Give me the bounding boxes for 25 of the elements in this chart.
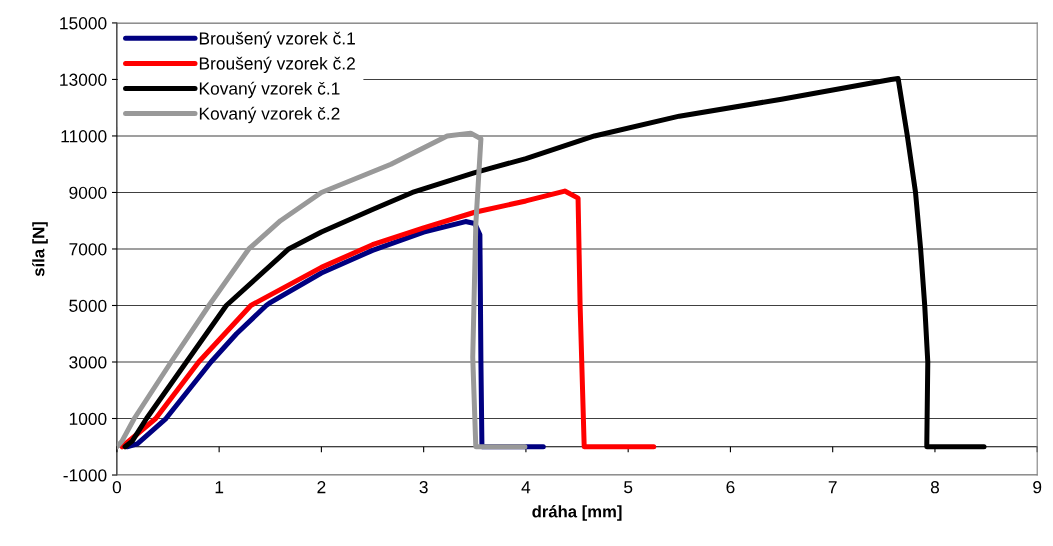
legend-label: Kovaný vzorek č.1 [199,81,340,99]
y-tick-label: 3000 [69,356,107,369]
y-tick-label: 11000 [61,130,107,143]
legend-label: Kovaný vzorek č.2 [199,106,340,124]
x-tick-label: 6 [726,481,735,494]
x-tick-label: 7 [828,481,837,494]
x-tick-label: 4 [521,481,531,494]
x-tick-label: 3 [419,481,428,494]
y-tick-label: 13000 [60,73,107,86]
y-tick-label: 5000 [69,299,107,312]
x-tick-label: 8 [930,481,940,494]
y-tick-label: 9000 [69,186,107,199]
y-axis-title: síla [N] [32,222,48,277]
y-tick-label: 15000 [60,17,107,30]
x-tick-label: 0 [112,481,122,494]
x-tick-label: 1 [215,481,224,494]
x-tick-label: 9 [1033,481,1042,494]
y-tick-label: 1000 [69,412,107,425]
legend-label: Broušený vzorek č.2 [199,56,355,74]
y-tick-label: 7000 [69,243,107,256]
legend-label: Broušený vzorek č.1 [199,31,355,48]
x-tick-label: 5 [624,481,633,494]
x-axis-title: dráha [mm] [532,505,622,521]
x-tick-label: 2 [317,481,326,494]
y-tick-label: -1000 [63,469,107,482]
